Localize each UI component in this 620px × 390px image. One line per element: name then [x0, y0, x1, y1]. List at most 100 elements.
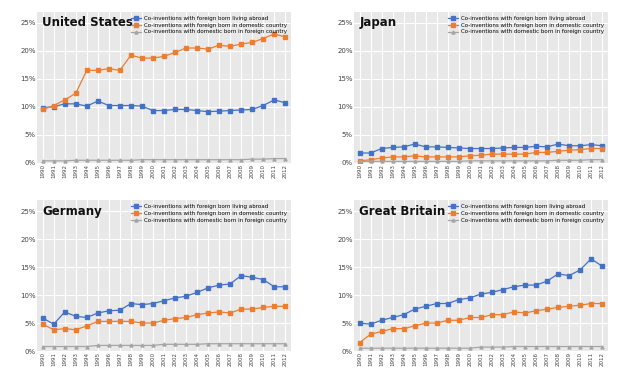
- Co-inventions with foreign born living abroad: [127, 103, 135, 108]
- Co-inventions with foreign born living abroad: [598, 144, 606, 148]
- Co-inventions with foreign born in domestic country: [499, 152, 507, 156]
- Co-inventions with foreign born living abroad: [270, 284, 278, 289]
- Co-inventions with foreign born in domestic country: [433, 154, 440, 159]
- Co-inventions with domestic born in foreign country: [72, 158, 79, 163]
- Text: Great Britain: Great Britain: [359, 205, 445, 218]
- Co-inventions with foreign born in domestic country: [455, 154, 463, 159]
- Co-inventions with foreign born living abroad: [138, 104, 146, 108]
- Co-inventions with domestic born in foreign country: [226, 341, 234, 346]
- Co-inventions with foreign born living abroad: [444, 301, 451, 306]
- Co-inventions with foreign born in domestic country: [422, 321, 430, 325]
- Co-inventions with domestic born in foreign country: [411, 159, 418, 164]
- Co-inventions with foreign born in domestic country: [444, 154, 451, 159]
- Co-inventions with foreign born in domestic country: [205, 47, 212, 51]
- Co-inventions with foreign born in domestic country: [270, 32, 278, 36]
- Co-inventions with foreign born in domestic country: [270, 304, 278, 308]
- Co-inventions with foreign born in domestic country: [587, 146, 595, 151]
- Line: Co-inventions with domestic born in foreign country: Co-inventions with domestic born in fore…: [41, 157, 286, 162]
- Co-inventions with foreign born living abroad: [565, 144, 573, 148]
- Co-inventions with foreign born living abroad: [61, 101, 68, 106]
- Co-inventions with foreign born in domestic country: [499, 312, 507, 317]
- Co-inventions with foreign born in domestic country: [39, 322, 46, 326]
- Co-inventions with domestic born in foreign country: [389, 159, 396, 164]
- Co-inventions with domestic born in foreign country: [215, 341, 223, 346]
- Co-inventions with domestic born in foreign country: [270, 156, 278, 161]
- Co-inventions with foreign born in domestic country: [138, 321, 146, 325]
- Co-inventions with foreign born living abroad: [422, 304, 430, 308]
- Co-inventions with domestic born in foreign country: [171, 342, 179, 347]
- Co-inventions with foreign born living abroad: [249, 275, 256, 280]
- Line: Co-inventions with foreign born living abroad: Co-inventions with foreign born living a…: [41, 98, 286, 113]
- Co-inventions with foreign born living abroad: [160, 108, 167, 113]
- Co-inventions with foreign born in domestic country: [149, 321, 157, 325]
- Co-inventions with domestic born in foreign country: [532, 344, 539, 349]
- Co-inventions with foreign born living abroad: [367, 151, 374, 155]
- Co-inventions with domestic born in foreign country: [160, 158, 167, 162]
- Co-inventions with foreign born living abroad: [182, 107, 190, 112]
- Co-inventions with domestic born in foreign country: [149, 158, 157, 162]
- Co-inventions with domestic born in foreign country: [433, 346, 440, 351]
- Co-inventions with foreign born living abroad: [521, 145, 529, 150]
- Co-inventions with foreign born living abroad: [389, 315, 396, 320]
- Co-inventions with domestic born in foreign country: [367, 159, 374, 164]
- Line: Co-inventions with foreign born living abroad: Co-inventions with foreign born living a…: [41, 274, 286, 326]
- Co-inventions with foreign born in domestic country: [105, 66, 113, 71]
- Co-inventions with foreign born living abroad: [378, 146, 386, 151]
- Co-inventions with foreign born in domestic country: [83, 324, 91, 328]
- Co-inventions with foreign born in domestic country: [205, 311, 212, 316]
- Co-inventions with foreign born in domestic country: [259, 36, 267, 41]
- Co-inventions with foreign born living abroad: [543, 279, 551, 284]
- Co-inventions with foreign born living abroad: [182, 294, 190, 299]
- Co-inventions with domestic born in foreign country: [521, 344, 529, 349]
- Co-inventions with foreign born in domestic country: [378, 329, 386, 334]
- Co-inventions with foreign born living abroad: [83, 315, 91, 320]
- Line: Co-inventions with foreign born in domestic country: Co-inventions with foreign born in domes…: [358, 147, 604, 162]
- Co-inventions with foreign born in domestic country: [249, 40, 256, 45]
- Co-inventions with foreign born in domestic country: [50, 103, 58, 108]
- Co-inventions with domestic born in foreign country: [510, 158, 518, 163]
- Co-inventions with domestic born in foreign country: [587, 344, 595, 349]
- Co-inventions with foreign born living abroad: [532, 144, 539, 149]
- Co-inventions with foreign born in domestic country: [554, 149, 562, 154]
- Co-inventions with foreign born living abroad: [72, 314, 79, 319]
- Co-inventions with foreign born living abroad: [543, 145, 551, 149]
- Co-inventions with domestic born in foreign country: [422, 346, 430, 351]
- Co-inventions with domestic born in foreign country: [237, 158, 245, 162]
- Legend: Co-inventions with foreign born living abroad, Co-inventions with foreign born i: Co-inventions with foreign born living a…: [447, 203, 605, 224]
- Co-inventions with foreign born living abroad: [226, 282, 234, 286]
- Co-inventions with foreign born in domestic country: [455, 318, 463, 323]
- Co-inventions with foreign born in domestic country: [400, 154, 407, 159]
- Co-inventions with foreign born in domestic country: [259, 305, 267, 310]
- Co-inventions with foreign born living abroad: [565, 273, 573, 278]
- Co-inventions with foreign born living abroad: [499, 287, 507, 292]
- Co-inventions with foreign born living abroad: [400, 145, 407, 149]
- Co-inventions with foreign born living abroad: [94, 311, 102, 316]
- Co-inventions with foreign born living abroad: [138, 302, 146, 307]
- Co-inventions with foreign born living abroad: [577, 268, 584, 272]
- Co-inventions with foreign born living abroad: [50, 104, 58, 109]
- Co-inventions with foreign born in domestic country: [61, 98, 68, 102]
- Co-inventions with domestic born in foreign country: [433, 159, 440, 164]
- Co-inventions with foreign born living abroad: [281, 284, 289, 289]
- Co-inventions with foreign born in domestic country: [598, 301, 606, 306]
- Co-inventions with foreign born living abroad: [598, 264, 606, 268]
- Co-inventions with foreign born living abroad: [521, 283, 529, 287]
- Co-inventions with domestic born in foreign country: [160, 342, 167, 347]
- Co-inventions with foreign born in domestic country: [598, 146, 606, 151]
- Co-inventions with foreign born in domestic country: [521, 152, 529, 156]
- Co-inventions with foreign born in domestic country: [411, 153, 418, 158]
- Co-inventions with foreign born living abroad: [105, 308, 113, 313]
- Co-inventions with foreign born in domestic country: [477, 315, 485, 320]
- Co-inventions with foreign born living abroad: [356, 321, 363, 325]
- Co-inventions with domestic born in foreign country: [554, 158, 562, 163]
- Co-inventions with foreign born in domestic country: [400, 326, 407, 331]
- Co-inventions with domestic born in foreign country: [598, 158, 606, 162]
- Co-inventions with foreign born in domestic country: [72, 328, 79, 332]
- Co-inventions with domestic born in foreign country: [466, 346, 474, 351]
- Co-inventions with domestic born in foreign country: [356, 346, 363, 351]
- Co-inventions with foreign born living abroad: [477, 146, 485, 151]
- Co-inventions with foreign born in domestic country: [237, 307, 245, 312]
- Co-inventions with foreign born living abroad: [83, 104, 91, 108]
- Co-inventions with foreign born in domestic country: [281, 304, 289, 308]
- Co-inventions with foreign born living abroad: [215, 283, 223, 287]
